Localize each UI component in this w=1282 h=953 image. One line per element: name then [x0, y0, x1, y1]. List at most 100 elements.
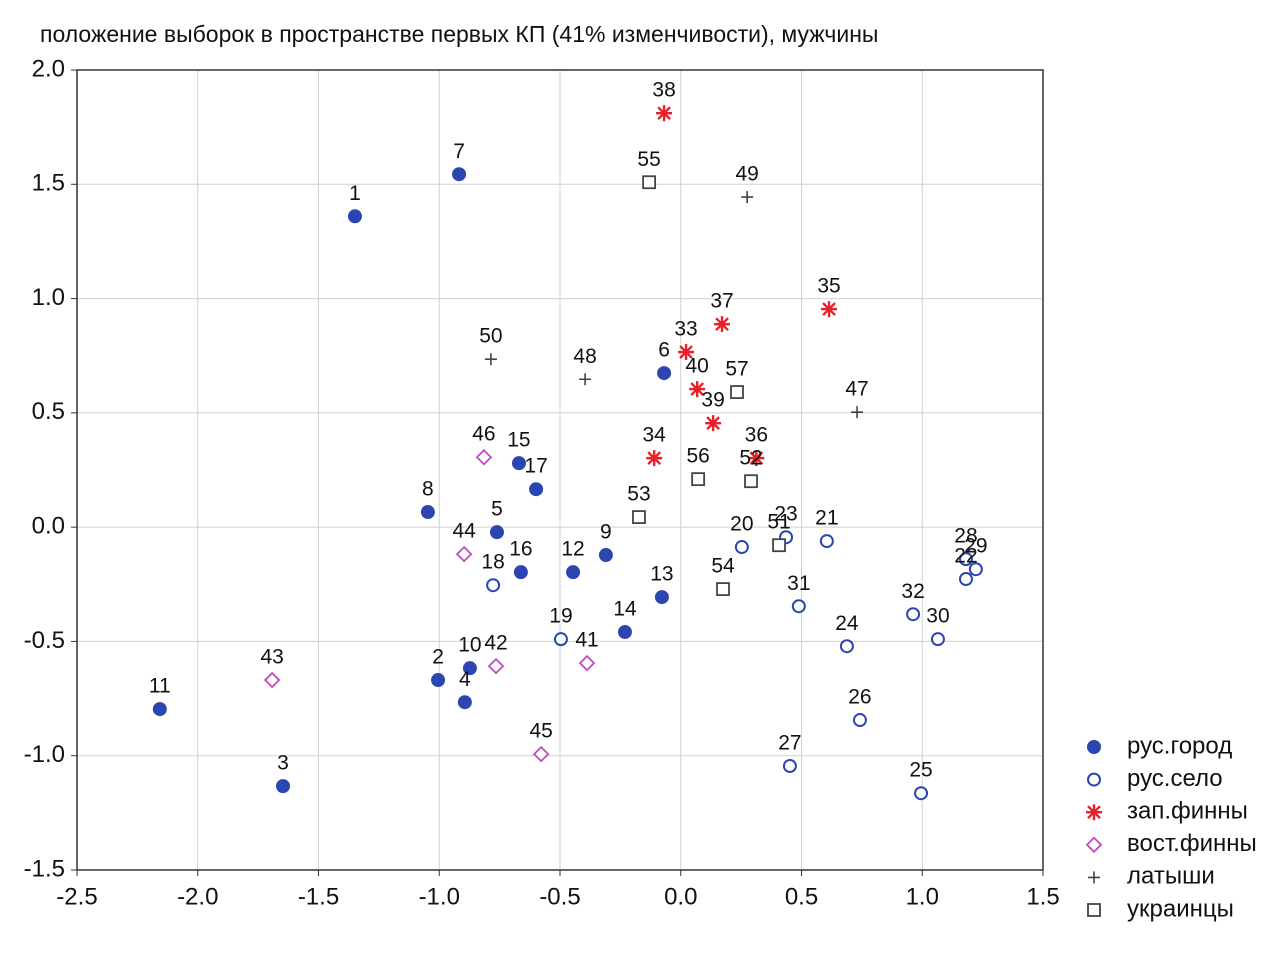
- point: [691, 472, 706, 487]
- x-tick-label: 0.5: [785, 883, 818, 910]
- point-label: 40: [685, 355, 708, 378]
- point-label: 53: [627, 483, 650, 506]
- point-label: 22: [954, 545, 977, 568]
- point: [275, 779, 290, 794]
- point-label: 30: [926, 605, 949, 628]
- point-label: 14: [613, 598, 637, 621]
- point-label: 41: [575, 629, 598, 652]
- y-tick-label: 0.5: [32, 398, 65, 425]
- point-label: 10: [458, 634, 481, 657]
- point-label: 46: [472, 423, 495, 446]
- point: [821, 301, 838, 318]
- point-label: 2: [432, 646, 444, 669]
- legend-label: рус.село: [1127, 765, 1223, 792]
- point-label: 51: [767, 511, 790, 534]
- point: [689, 381, 706, 398]
- point-label: 39: [701, 389, 724, 412]
- y-tick-label: 1.5: [32, 170, 65, 197]
- point-label: 25: [909, 759, 932, 782]
- point: [455, 545, 473, 563]
- point-label: 12: [561, 538, 584, 561]
- point: [475, 448, 493, 466]
- point: [431, 673, 446, 688]
- point: [484, 353, 497, 366]
- point-label: 57: [725, 358, 748, 381]
- point: [452, 167, 467, 182]
- point-label: 20: [730, 513, 753, 536]
- point: [734, 540, 749, 555]
- chart-title: положение выборок в пространстве первых …: [40, 21, 878, 47]
- point: [772, 538, 786, 553]
- point: [566, 565, 581, 580]
- point-label: 49: [735, 163, 758, 186]
- point-label: 32: [901, 580, 924, 603]
- point-label: 19: [549, 605, 572, 628]
- point-label: 3: [277, 752, 289, 775]
- legend-marker: [1087, 772, 1101, 787]
- x-tick-label: 1.5: [1026, 883, 1059, 910]
- point: [487, 657, 505, 675]
- point: [152, 702, 167, 717]
- y-tick-label: 0.0: [32, 512, 65, 539]
- point-label: 7: [453, 140, 465, 163]
- point-label: 38: [652, 79, 675, 102]
- y-tick-label: 2.0: [32, 55, 65, 82]
- point-label: 6: [658, 339, 670, 362]
- point: [748, 450, 765, 467]
- x-tick-label: 1.0: [906, 883, 939, 910]
- point-label: 47: [845, 378, 868, 401]
- point: [730, 385, 744, 399]
- legend-marker: [1087, 740, 1101, 754]
- point-label: 44: [452, 520, 476, 543]
- point: [716, 582, 730, 596]
- point-label: 11: [149, 675, 171, 698]
- point: [632, 510, 646, 524]
- point-label: 45: [529, 720, 552, 743]
- point-label: 4: [459, 668, 471, 691]
- point: [420, 505, 435, 520]
- point-label: 33: [674, 318, 697, 341]
- x-tick-label: -0.5: [539, 883, 580, 910]
- point: [958, 552, 973, 567]
- legend-label: зап.финны: [1127, 798, 1248, 825]
- point: [532, 745, 550, 763]
- point-label: 37: [710, 290, 733, 313]
- point-label: 28: [954, 525, 977, 548]
- point: [657, 366, 672, 381]
- point-label: 15: [507, 429, 530, 452]
- point-label: 42: [484, 632, 507, 655]
- point-label: 35: [817, 275, 840, 298]
- point: [579, 373, 592, 386]
- x-tick-label: -2.5: [56, 883, 97, 910]
- point: [529, 482, 544, 497]
- point-label: 23: [774, 503, 797, 526]
- point: [851, 406, 864, 419]
- point: [741, 191, 754, 204]
- point: [617, 625, 632, 640]
- point-label: 16: [509, 538, 532, 561]
- legend-marker: [1087, 903, 1101, 917]
- point-label: 9: [600, 521, 612, 544]
- legend-label: латыши: [1127, 863, 1215, 890]
- legend-label: рус.город: [1127, 732, 1232, 759]
- point-label: 26: [848, 686, 871, 709]
- legend-marker: [1088, 871, 1100, 884]
- point-label: 54: [711, 555, 735, 578]
- point-label: 55: [637, 148, 660, 171]
- point: [791, 599, 806, 614]
- point: [906, 607, 921, 622]
- y-tick-label: 1.0: [32, 284, 65, 311]
- point: [819, 534, 834, 549]
- point: [654, 590, 669, 605]
- legend-label: вост.финны: [1127, 830, 1257, 857]
- point-label: 43: [260, 646, 283, 669]
- point-label: 21: [815, 507, 838, 530]
- point-label: 29: [964, 535, 987, 558]
- point-label: 5: [491, 498, 503, 521]
- point-label: 8: [422, 478, 434, 501]
- point: [744, 474, 758, 489]
- point-label: 52: [739, 447, 762, 470]
- point-label: 13: [650, 563, 673, 586]
- point: [489, 525, 504, 540]
